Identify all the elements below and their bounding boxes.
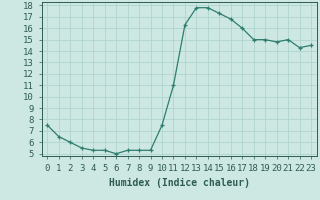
X-axis label: Humidex (Indice chaleur): Humidex (Indice chaleur) (109, 178, 250, 188)
